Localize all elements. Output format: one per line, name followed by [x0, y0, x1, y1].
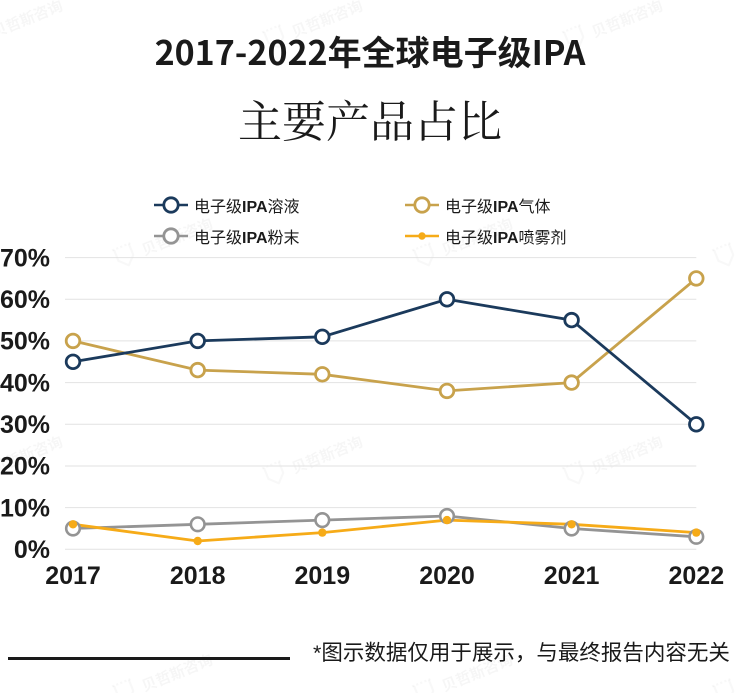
svg-text:30%: 30% — [0, 411, 50, 439]
svg-text:60%: 60% — [0, 286, 50, 314]
svg-text:70%: 70% — [0, 244, 50, 272]
svg-text:2019: 2019 — [294, 562, 350, 590]
svg-text:50%: 50% — [0, 328, 50, 356]
svg-text:2021: 2021 — [544, 562, 600, 590]
svg-text:2017: 2017 — [45, 562, 101, 590]
svg-text:40%: 40% — [0, 369, 50, 397]
svg-text:20%: 20% — [0, 453, 50, 481]
svg-text:2022: 2022 — [668, 562, 724, 590]
svg-text:0%: 0% — [14, 536, 50, 564]
svg-text:2020: 2020 — [419, 562, 475, 590]
svg-text:10%: 10% — [0, 494, 50, 522]
svg-text:2018: 2018 — [170, 562, 226, 590]
